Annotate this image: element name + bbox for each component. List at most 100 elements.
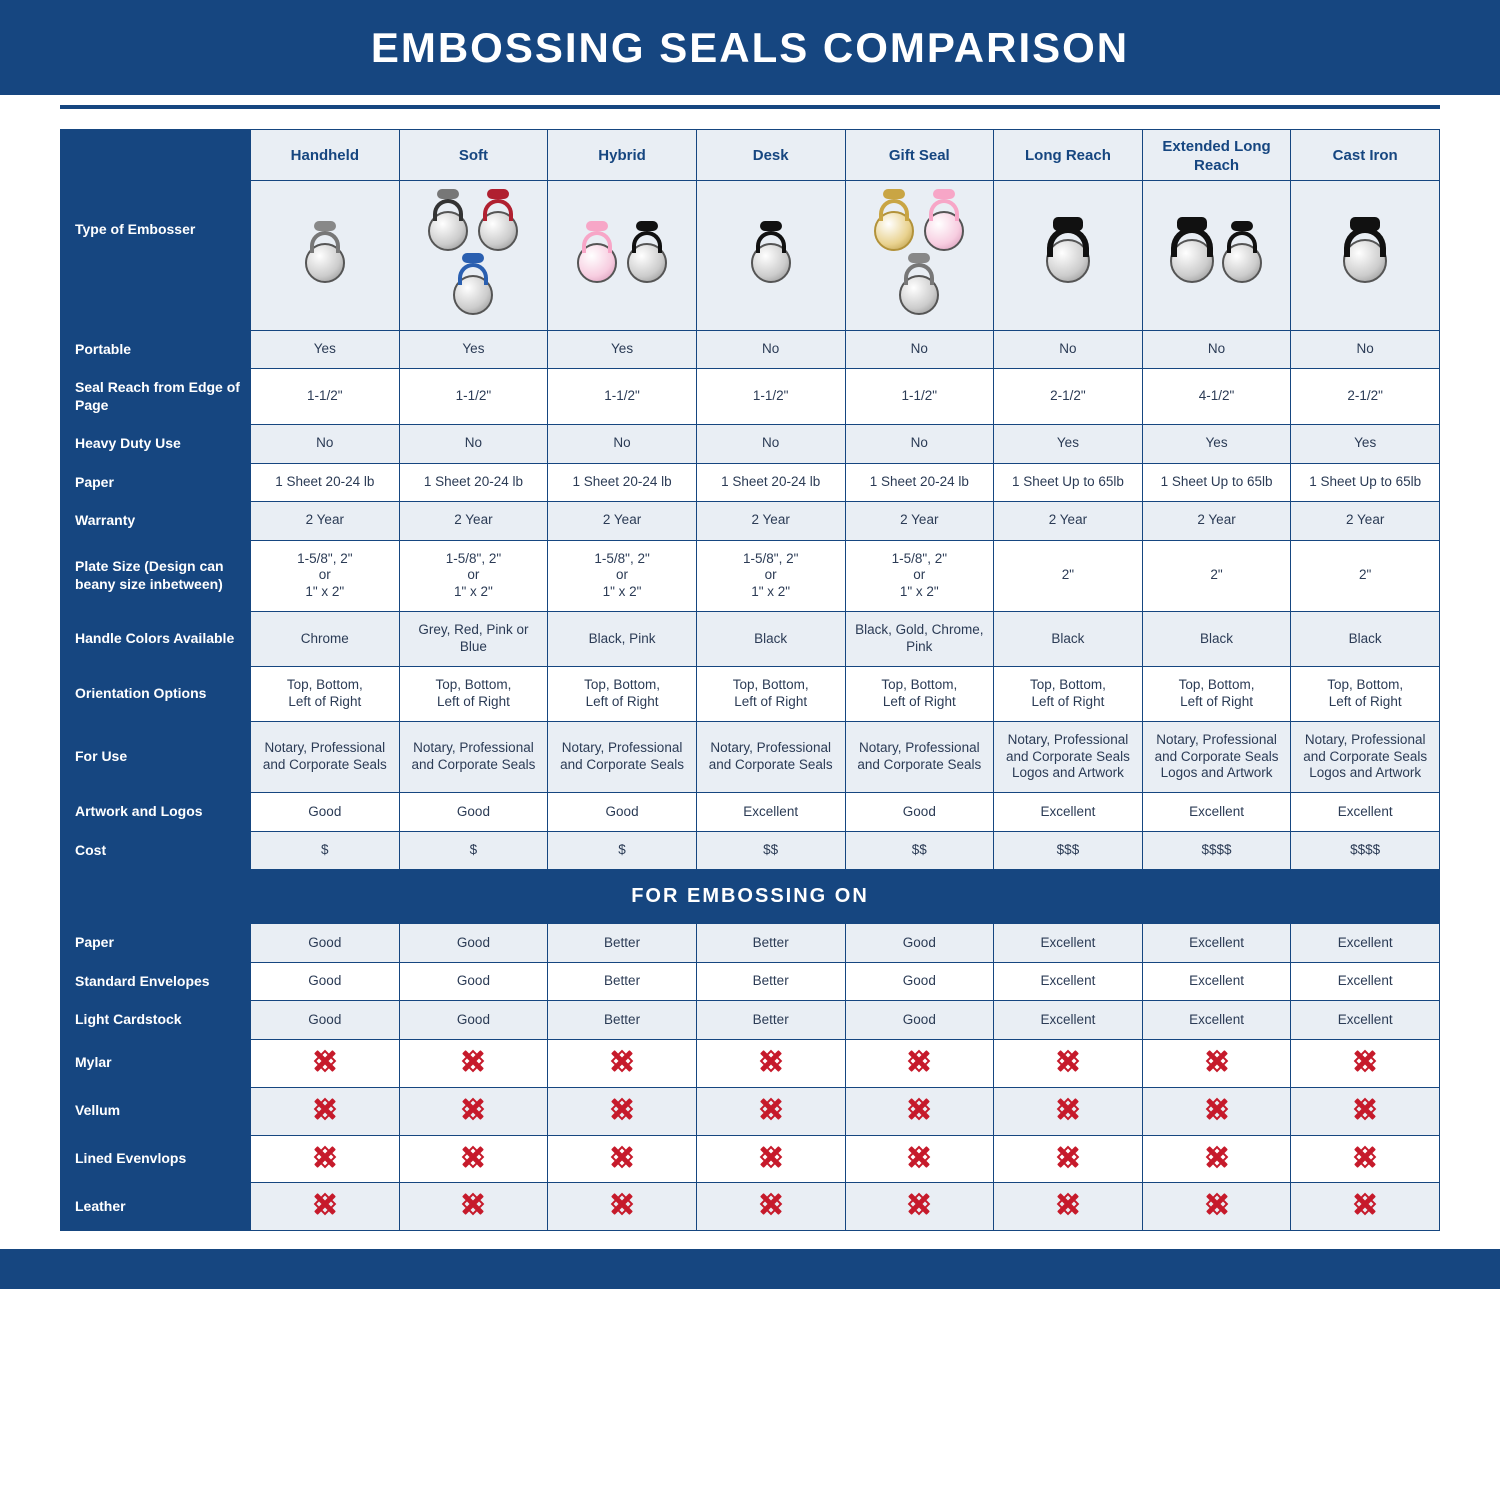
table-row: Plate Size (Design can beany size inbetw… bbox=[61, 540, 1440, 612]
embosser-icon bbox=[574, 223, 620, 283]
x-icon bbox=[760, 1098, 782, 1120]
table-cell: Top, Bottom,Left of Right bbox=[548, 666, 697, 721]
table-cell: Top, Bottom,Left of Right bbox=[251, 666, 400, 721]
table-cell: $$$$ bbox=[1291, 831, 1440, 870]
table-cell: 1-5/8", 2"or1" x 2" bbox=[251, 540, 400, 612]
table-cell: Black bbox=[1291, 612, 1440, 667]
table-cell: Excellent bbox=[1291, 1001, 1440, 1040]
table-cell: Black bbox=[696, 612, 845, 667]
table-cell: Yes bbox=[548, 330, 697, 369]
table-row: PaperGoodGoodBetterBetterGoodExcellentEx… bbox=[61, 924, 1440, 963]
table-cell: Notary, Professional and Corporate Seals bbox=[696, 721, 845, 793]
table-cell: Notary, Professional and Corporate Seals… bbox=[994, 721, 1143, 793]
product-image-soft bbox=[399, 180, 548, 330]
table-cell: 1-5/8", 2"or1" x 2" bbox=[845, 540, 994, 612]
table-cell: No bbox=[994, 330, 1143, 369]
table-cell: Notary, Professional and Corporate Seals bbox=[399, 721, 548, 793]
table-cell: Excellent bbox=[1142, 924, 1291, 963]
table-cell: Better bbox=[548, 924, 697, 963]
table-cell bbox=[696, 1135, 845, 1183]
table-cell: Excellent bbox=[994, 924, 1143, 963]
x-icon bbox=[462, 1098, 484, 1120]
table-cell bbox=[251, 1183, 400, 1231]
table-cell bbox=[251, 1039, 400, 1087]
table-cell: No bbox=[845, 330, 994, 369]
table-cell: Excellent bbox=[994, 793, 1143, 832]
col-header-longreach: Long Reach bbox=[994, 130, 1143, 181]
table-cell: Top, Bottom,Left of Right bbox=[399, 666, 548, 721]
embosser-icon bbox=[896, 255, 942, 315]
table-cell: $$$ bbox=[994, 831, 1143, 870]
table-cell bbox=[399, 1183, 548, 1231]
x-icon bbox=[1057, 1146, 1079, 1168]
table-cell: No bbox=[1142, 330, 1291, 369]
product-image-desk bbox=[696, 180, 845, 330]
table-cell bbox=[399, 1135, 548, 1183]
table-cell: Excellent bbox=[1142, 1001, 1291, 1040]
table-cell: $ bbox=[399, 831, 548, 870]
table-cell bbox=[994, 1039, 1143, 1087]
table-cell: Yes bbox=[1142, 425, 1291, 464]
table-cell: Notary, Professional and Corporate Seals bbox=[251, 721, 400, 793]
table-row: Vellum bbox=[61, 1087, 1440, 1135]
x-icon bbox=[908, 1146, 930, 1168]
table-cell: 2-1/2" bbox=[994, 369, 1143, 425]
table-row: Handle Colors AvailableChromeGrey, Red, … bbox=[61, 612, 1440, 667]
table-row: Cost$$$$$$$$$$$$$$$$$$ bbox=[61, 831, 1440, 870]
embosser-icon bbox=[302, 223, 348, 283]
product-image-extlong bbox=[1142, 180, 1291, 330]
x-icon bbox=[908, 1098, 930, 1120]
table-cell: Notary, Professional and Corporate Seals… bbox=[1142, 721, 1291, 793]
table-cell: 1 Sheet Up to 65lb bbox=[1291, 463, 1440, 502]
table-row: Paper1 Sheet 20-24 lb1 Sheet 20-24 lb1 S… bbox=[61, 463, 1440, 502]
table-cell: Yes bbox=[399, 330, 548, 369]
row-label: Mylar bbox=[61, 1039, 251, 1087]
embosser-icon bbox=[1045, 223, 1091, 283]
col-header-hybrid: Hybrid bbox=[548, 130, 697, 181]
table-cell bbox=[994, 1087, 1143, 1135]
table-cell bbox=[1142, 1135, 1291, 1183]
table-cell: Good bbox=[845, 793, 994, 832]
table-cell: Excellent bbox=[1142, 793, 1291, 832]
column-header-row: Type of Embosser HandheldSoftHybridDeskG… bbox=[61, 130, 1440, 181]
table-cell: No bbox=[251, 425, 400, 464]
table-cell: Good bbox=[399, 924, 548, 963]
table-cell: Better bbox=[696, 1001, 845, 1040]
table-cell bbox=[696, 1183, 845, 1231]
x-icon bbox=[1206, 1146, 1228, 1168]
col-header-castiron: Cast Iron bbox=[1291, 130, 1440, 181]
x-icon bbox=[1354, 1193, 1376, 1215]
divider-rule bbox=[60, 105, 1440, 109]
table-cell bbox=[845, 1087, 994, 1135]
x-icon bbox=[908, 1193, 930, 1215]
title-banner: EMBOSSING SEALS COMPARISON bbox=[0, 0, 1500, 95]
table-cell: $ bbox=[251, 831, 400, 870]
row-label: Leather bbox=[61, 1183, 251, 1231]
embosser-icon bbox=[475, 191, 521, 251]
table-cell: Better bbox=[548, 1001, 697, 1040]
table-cell: No bbox=[845, 425, 994, 464]
table-body-main: PortableYesYesYesNoNoNoNoNoSeal Reach fr… bbox=[61, 330, 1440, 870]
x-icon bbox=[1057, 1098, 1079, 1120]
embosser-icon bbox=[1169, 223, 1215, 283]
table-cell: 1 Sheet 20-24 lb bbox=[399, 463, 548, 502]
table-cell bbox=[1291, 1087, 1440, 1135]
table-cell: Black, Pink bbox=[548, 612, 697, 667]
row-label: Seal Reach from Edge of Page bbox=[61, 369, 251, 425]
table-cell bbox=[845, 1135, 994, 1183]
product-image-hybrid bbox=[548, 180, 697, 330]
x-icon bbox=[462, 1050, 484, 1072]
table-cell: Excellent bbox=[994, 1001, 1143, 1040]
table-cell bbox=[548, 1135, 697, 1183]
row-label: Paper bbox=[61, 463, 251, 502]
x-icon bbox=[611, 1050, 633, 1072]
table-row: Light CardstockGoodGoodBetterBetterGoodE… bbox=[61, 1001, 1440, 1040]
row-label: Handle Colors Available bbox=[61, 612, 251, 667]
row-label: Orientation Options bbox=[61, 666, 251, 721]
x-icon bbox=[1354, 1098, 1376, 1120]
table-cell bbox=[399, 1087, 548, 1135]
table-cell: Notary, Professional and Corporate Seals bbox=[548, 721, 697, 793]
table-cell bbox=[1291, 1183, 1440, 1231]
table-cell: 1-5/8", 2"or1" x 2" bbox=[696, 540, 845, 612]
row-label: Warranty bbox=[61, 502, 251, 541]
